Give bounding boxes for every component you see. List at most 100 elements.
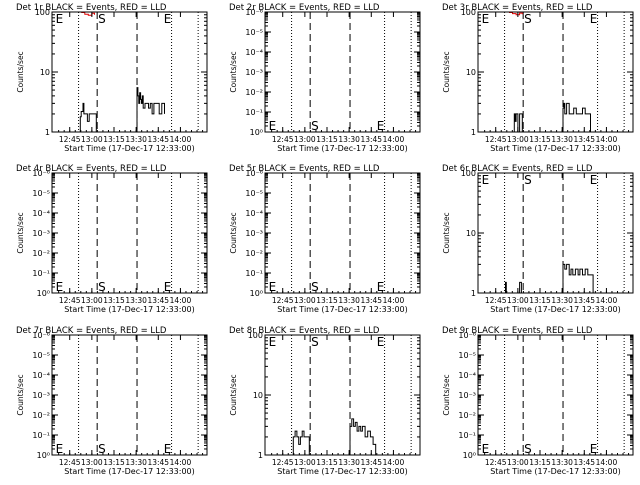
x-tick-label: 12:45 <box>59 296 81 305</box>
x-tick-label: 14:00 <box>596 296 618 305</box>
x-tick-label: 14:00 <box>383 135 405 144</box>
series-events <box>509 102 591 133</box>
y-tick-label: 10⁰ <box>250 128 263 137</box>
panel-title: Det 1r BLACK = Events, RED = LLD <box>16 3 167 13</box>
x-tick-label: 13:45 <box>360 135 382 144</box>
x-tick-label: 13:00 <box>294 458 316 467</box>
x-tick-label: 12:45 <box>485 458 507 467</box>
x-tick-label: 12:45 <box>59 458 81 467</box>
x-tick-label: 13:15 <box>316 296 338 305</box>
y-tick-label: 10⁻⁶ <box>458 331 476 340</box>
plot-frame <box>477 334 634 456</box>
y-tick-label: 10⁻⁵ <box>245 28 263 37</box>
series-lld <box>509 12 523 16</box>
x-tick-label: 13:00 <box>507 458 529 467</box>
end-marker: E <box>56 12 64 26</box>
y-tick-label: 100 <box>461 8 476 17</box>
x-tick-label: 13:00 <box>294 296 316 305</box>
end-marker: E <box>377 280 385 294</box>
x-axis-label: Start Time (17-Dec-17 12:33:00) <box>277 305 408 314</box>
x-tick-label: 14:00 <box>170 296 192 305</box>
x-tick-label: 13:30 <box>338 296 360 305</box>
y-tick-label: 10⁻⁶ <box>32 169 50 178</box>
y-tick-label: 10⁻³ <box>32 391 50 400</box>
series-events <box>78 87 165 133</box>
y-tick-label: 10⁻⁶ <box>245 8 263 17</box>
panel-title: Det 5r BLACK = Events, RED = LLD <box>229 164 380 174</box>
y-axis-label: Counts/sec <box>16 212 25 253</box>
y-axis-label: Counts/sec <box>229 374 238 415</box>
panel-title: Det 4r BLACK = Events, RED = LLD <box>16 164 167 174</box>
y-tick-label: 1 <box>45 128 50 137</box>
y-tick-label: 10⁻⁴ <box>32 209 50 218</box>
x-tick-label: 13:00 <box>81 458 103 467</box>
x-tick-label: 13:00 <box>507 296 529 305</box>
y-tick-label: 10⁻² <box>32 411 50 420</box>
x-tick-label: 14:00 <box>170 135 192 144</box>
x-tick-label: 13:45 <box>360 458 382 467</box>
end-marker: E <box>56 442 64 456</box>
x-tick-label: 13:30 <box>125 458 147 467</box>
y-tick-label: 1 <box>471 289 476 298</box>
y-tick-label: 10⁻⁴ <box>458 371 476 380</box>
plot-frame <box>51 172 208 294</box>
series-lld <box>81 12 95 16</box>
y-tick-label: 100 <box>35 8 50 17</box>
y-tick-label: 1 <box>258 451 263 460</box>
panel-title: Det 7r BLACK = Events, RED = LLD <box>16 326 167 336</box>
x-tick-label: 13:45 <box>147 135 169 144</box>
plot-frame <box>51 11 208 133</box>
y-tick-label: 10⁻³ <box>245 68 263 77</box>
end-marker: E <box>482 442 490 456</box>
plot-frame <box>477 172 634 294</box>
x-tick-label: 13:00 <box>81 296 103 305</box>
panel-det-2r: Det 2r BLACK = Events, RED = LLD 10⁰ 10⁻¹ 1… <box>229 3 421 153</box>
end-marker: E <box>590 173 598 187</box>
y-tick-label: 10⁰ <box>37 289 50 298</box>
plot-frame <box>264 172 421 294</box>
start-marker: S <box>524 442 532 456</box>
y-tick-label: 10⁻⁴ <box>245 209 263 218</box>
x-tick-label: 13:15 <box>316 135 338 144</box>
panel-title: Det 3r BLACK = Events, RED = LLD <box>442 3 593 13</box>
panel-det-3r: Det 3r BLACK = Events, RED = LLD 1 10 100 Co… <box>442 3 634 153</box>
panel-title: Det 9r BLACK = Events, RED = LLD <box>442 326 593 336</box>
start-marker: S <box>98 280 106 294</box>
panel-det-5r: Det 5r BLACK = Events, RED = LLD 10⁰ 10⁻¹ 1… <box>229 164 421 314</box>
plot-frame <box>477 11 634 133</box>
x-tick-label: 12:45 <box>272 296 294 305</box>
panel-title: Det 6r BLACK = Events, RED = LLD <box>442 164 593 174</box>
start-marker: S <box>311 119 319 133</box>
end-marker: E <box>377 335 385 349</box>
y-tick-label: 10⁻¹ <box>245 108 263 117</box>
y-tick-label: 10⁻¹ <box>245 269 263 278</box>
end-marker: E <box>269 335 277 349</box>
x-tick-label: 12:45 <box>272 458 294 467</box>
y-axis-label: Counts/sec <box>442 51 451 92</box>
panel-title: Det 8r BLACK = Events, RED = LLD <box>229 326 380 336</box>
y-tick-label: 10⁻⁵ <box>458 351 476 360</box>
y-tick-label: 1 <box>471 128 476 137</box>
end-marker: E <box>482 12 490 26</box>
start-marker: S <box>524 12 532 26</box>
x-axis-label: Start Time (17-Dec-17 12:33:00) <box>64 467 195 476</box>
x-tick-label: 12:45 <box>485 296 507 305</box>
y-tick-label: 10⁻³ <box>32 229 50 238</box>
x-tick-label: 13:45 <box>573 458 595 467</box>
y-tick-label: 10⁰ <box>37 451 50 460</box>
x-axis-label: Start Time (17-Dec-17 12:33:00) <box>277 144 408 153</box>
x-tick-label: 13:15 <box>316 458 338 467</box>
y-axis-label: Counts/sec <box>442 374 451 415</box>
x-tick-label: 13:15 <box>529 135 551 144</box>
start-marker: S <box>98 442 106 456</box>
x-axis-label: Start Time (17-Dec-17 12:33:00) <box>277 467 408 476</box>
y-tick-label: 10⁻² <box>245 88 263 97</box>
end-marker: E <box>269 119 277 133</box>
y-tick-label: 10⁻³ <box>245 229 263 238</box>
x-tick-label: 13:45 <box>147 296 169 305</box>
panel-det-7r: Det 7r BLACK = Events, RED = LLD 10⁰ 10⁻¹ 1… <box>16 326 208 476</box>
x-tick-label: 14:00 <box>383 458 405 467</box>
y-axis-label: Counts/sec <box>16 51 25 92</box>
